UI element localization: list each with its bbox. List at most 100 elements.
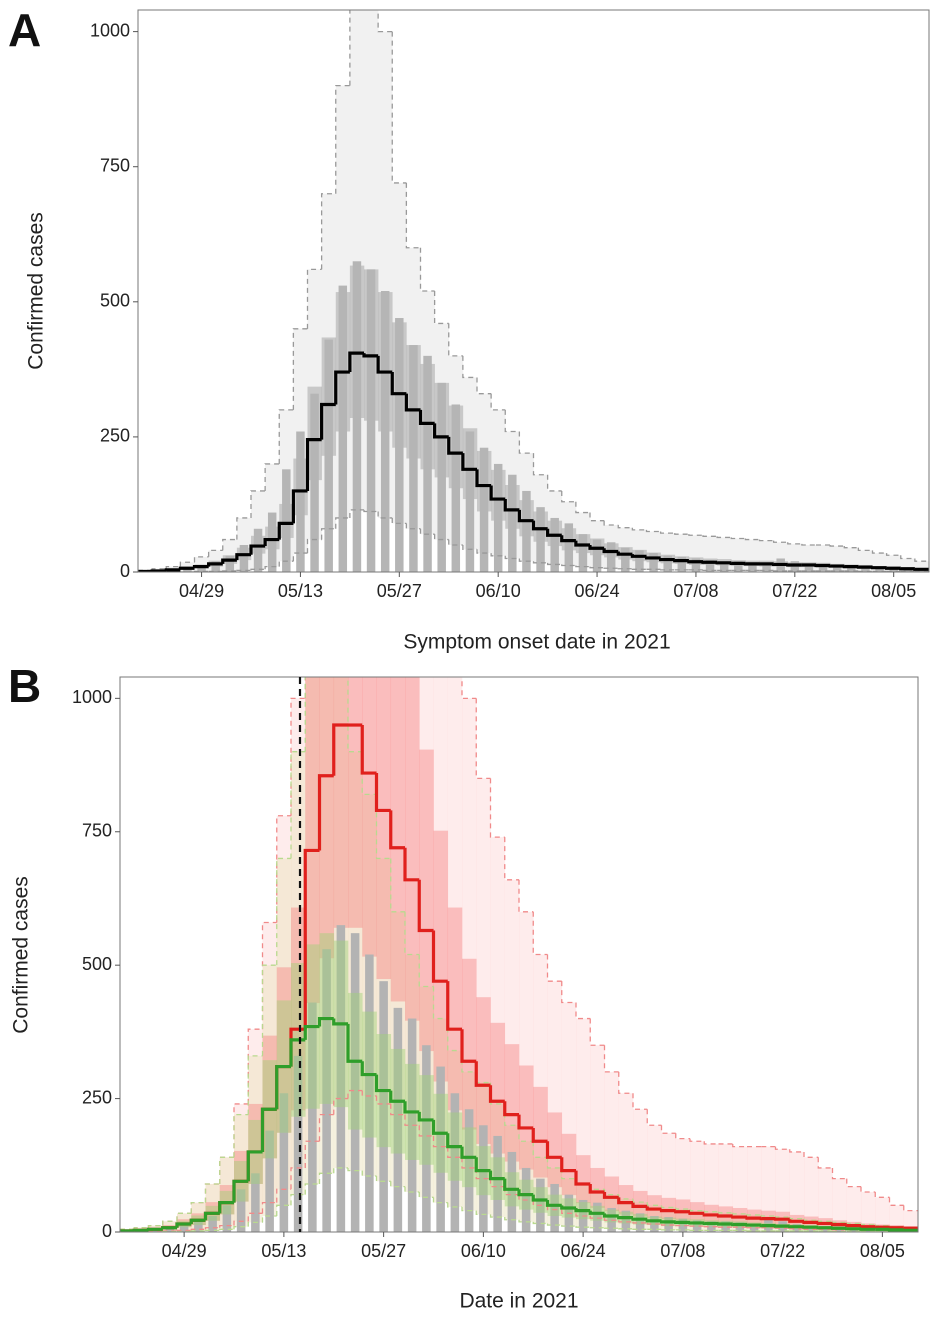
median-line: [376, 355, 393, 374]
band-edge: [347, 1167, 363, 1172]
median-line: [802, 1220, 819, 1224]
bar: [804, 563, 814, 572]
x-tick-label: 05/13: [261, 1241, 306, 1261]
interval-band: [618, 1093, 634, 1222]
bar: [762, 563, 771, 572]
bar: [253, 528, 263, 572]
band-edge: [618, 1071, 633, 1094]
interval-band: [604, 1071, 620, 1221]
band-edge: [730, 537, 746, 540]
median-line: [360, 725, 377, 775]
bar: [222, 1205, 232, 1232]
bar: [536, 507, 545, 572]
band-edge: [803, 1228, 819, 1230]
median-line: [235, 553, 251, 561]
median-line: [517, 1114, 534, 1130]
band-edge: [448, 539, 463, 546]
median-line: [616, 551, 633, 556]
band-edge: [176, 1229, 192, 1232]
median-line: [645, 1206, 662, 1211]
band-edge: [236, 517, 251, 540]
interval-band: [633, 1109, 648, 1223]
band-edge: [278, 560, 294, 567]
x-tick-label: 07/22: [760, 1241, 805, 1261]
band-edge: [631, 527, 647, 531]
band-edge: [162, 1220, 177, 1226]
median-line: [545, 1199, 562, 1207]
bar: [324, 339, 333, 572]
band-edge: [236, 569, 251, 572]
bar: [437, 382, 446, 572]
bar: [239, 544, 249, 572]
band-edge: [831, 1167, 847, 1180]
interval-band: [846, 1186, 862, 1230]
median-line: [488, 1170, 505, 1181]
bar: [407, 1018, 417, 1232]
median-line: [802, 1225, 819, 1229]
median-line: [362, 353, 379, 358]
interval-band: [305, 677, 320, 1004]
median-line: [460, 1146, 477, 1159]
bar: [705, 560, 715, 572]
band-edge: [476, 549, 492, 554]
x-tick-label: 08/05: [871, 581, 916, 601]
interval-band: [447, 907, 463, 1111]
band-edge: [489, 1178, 505, 1188]
band-edge: [546, 474, 562, 492]
band-edge: [347, 1089, 363, 1099]
band-edge: [504, 837, 519, 881]
median-line: [731, 1215, 747, 1219]
median-line: [828, 564, 845, 568]
interval-band: [889, 1205, 905, 1231]
median-line: [291, 489, 308, 524]
band-edge: [219, 1156, 234, 1184]
band-edge: [147, 1224, 163, 1228]
median-line: [389, 810, 405, 850]
bar: [806, 1225, 816, 1232]
bar: [395, 318, 404, 572]
band-edge: [419, 247, 435, 292]
median-line: [303, 1024, 320, 1040]
interval-band: [861, 1191, 876, 1231]
median-line: [759, 1217, 776, 1221]
band-edge: [375, 794, 391, 860]
y-tick-label: 750: [82, 821, 112, 841]
bar: [748, 562, 757, 572]
bar: [183, 567, 192, 572]
median-line: [320, 402, 336, 440]
interval-band: [704, 1143, 719, 1227]
bar: [493, 1135, 502, 1232]
bar: [818, 565, 828, 572]
median-line: [332, 1018, 348, 1026]
band-edge: [689, 1138, 705, 1142]
median-line: [745, 1216, 762, 1220]
band-edge: [746, 1230, 762, 1232]
median-line: [887, 1226, 904, 1230]
median-line: [715, 561, 732, 565]
bar: [692, 1220, 702, 1232]
band-edge: [675, 1133, 690, 1140]
band-edge: [717, 1226, 733, 1228]
interval-band: [875, 1197, 890, 1231]
band-edge: [292, 328, 308, 410]
median-line: [617, 1197, 633, 1205]
median-line: [788, 1219, 804, 1223]
band-edge: [803, 1151, 819, 1158]
median-line: [489, 485, 506, 501]
band-edge: [377, 511, 393, 519]
bar: [522, 490, 531, 572]
x-tick-label: 04/29: [179, 581, 224, 601]
x-tick-label: 07/22: [772, 581, 817, 601]
band-edge: [617, 568, 633, 570]
median-line: [175, 1222, 192, 1228]
interval-band: [732, 1146, 748, 1228]
median-line: [317, 774, 334, 851]
band-edge: [261, 1202, 277, 1214]
interval-band: [348, 677, 363, 928]
band-edge: [589, 1018, 605, 1046]
band-edge: [204, 1229, 220, 1232]
x-tick-label: 07/08: [673, 581, 718, 601]
band-edge: [375, 1095, 391, 1105]
band-edge: [689, 1225, 705, 1227]
